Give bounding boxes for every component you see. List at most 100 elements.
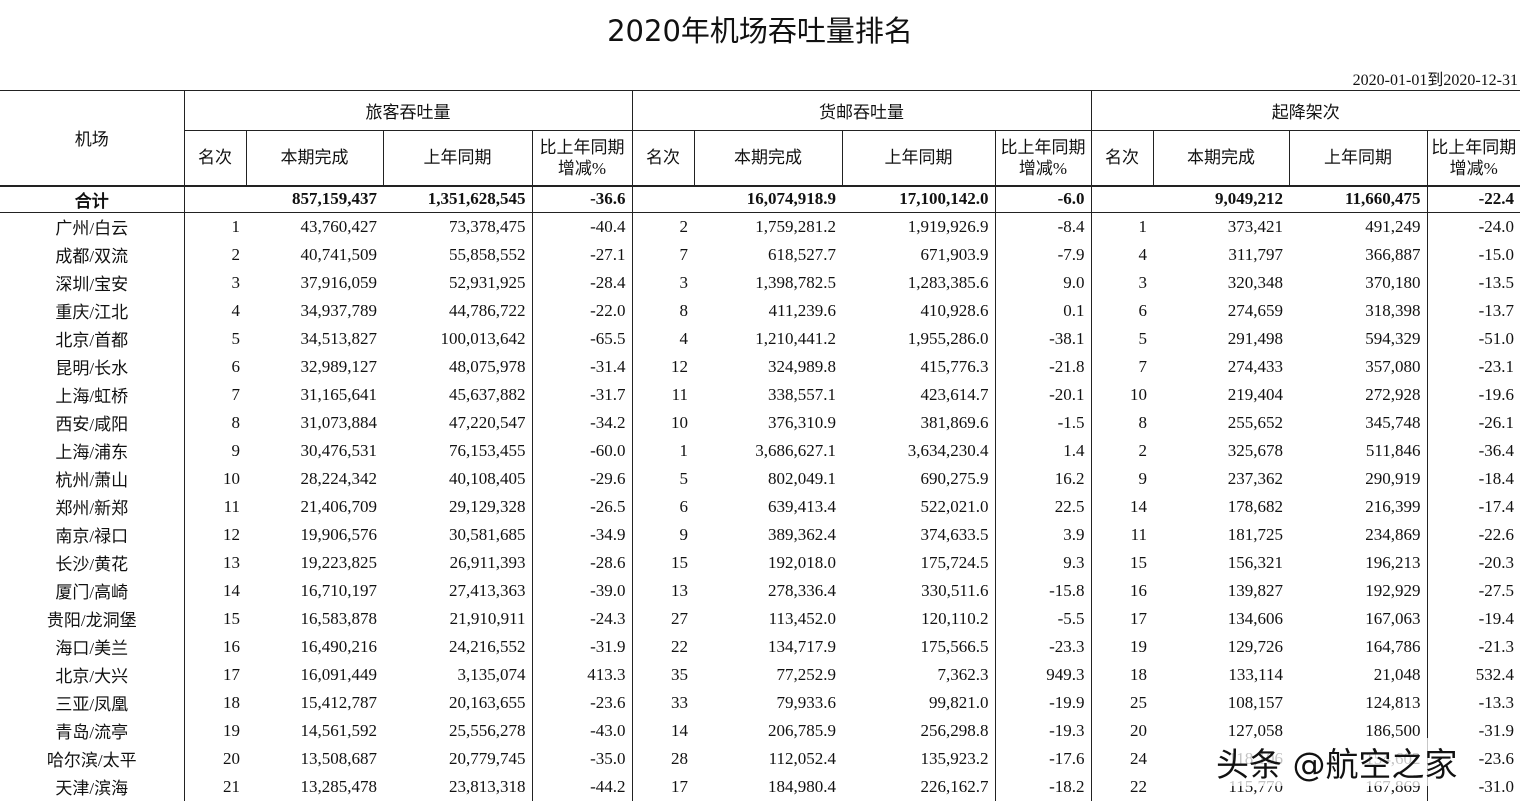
table-row: 西安/咸阳 8 31,073,884 47,220,547 -34.2 10 376,310… (0, 408, 1520, 437)
airport-cell: 西安/咸阳 (55, 415, 129, 434)
value-cell: 31,073,884 (300, 412, 378, 432)
table-row: 北京/首都 5 34,513,827 100,013,642 -65.5 4 1,210,4… (0, 324, 1520, 353)
value-cell: 12 (631, 352, 694, 381)
value-cell: 45,637,882 (449, 384, 526, 404)
airport-cell: 上海/浦东 (55, 443, 129, 462)
value-cell: 181,725 (1227, 524, 1283, 544)
value-cell: 55,858,552 (449, 244, 526, 264)
value-cell: -13.3 (1426, 688, 1520, 717)
value-cell: 73,378,475 (449, 216, 526, 236)
value-cell: -15.0 (1426, 240, 1520, 269)
value-cell: -34.2 (531, 408, 632, 437)
value-cell: 192,929 (1365, 580, 1421, 600)
value-cell: 134,606 (1227, 608, 1283, 628)
value-cell: 255,652 (1227, 412, 1283, 432)
value-cell: -20.1 (994, 380, 1091, 409)
value-cell: 16,074,918.9 (694, 185, 842, 213)
value-cell: 17 (1090, 604, 1153, 633)
table-row: 南京/禄口 12 19,906,576 30,581,685 -34.9 9 389,362… (0, 520, 1520, 549)
value-cell: 206,785.9 (768, 720, 836, 740)
value-cell: 33 (631, 688, 694, 717)
date-range: 2020-01-01到2020-12-31 (1352, 72, 1518, 89)
column-header: 名次 (631, 130, 694, 187)
value-cell: 32,989,127 (300, 356, 378, 376)
value-cell: 16 (1090, 576, 1153, 605)
value-cell: 16.2 (994, 464, 1091, 493)
value-cell: -22.0 (531, 296, 632, 325)
value-cell: 1,210,441.2 (755, 328, 836, 348)
airport-cell: 海口/美兰 (55, 639, 129, 658)
value-cell: 17,100,142.0 (842, 185, 995, 213)
value-cell: 14 (631, 716, 694, 745)
value-cell: 415,776.3 (920, 356, 989, 376)
value-cell: 40,741,509 (300, 244, 378, 264)
table-row: 郑州/新郑 11 21,406,709 29,129,328 -26.5 6 639,413… (0, 492, 1520, 521)
airport-cell: 北京/首都 (55, 331, 129, 350)
value-cell: 522,021.0 (920, 496, 989, 516)
value-cell: 100,013,642 (440, 328, 526, 348)
value-cell: -24.3 (531, 604, 632, 633)
value-cell: -23.1 (1426, 352, 1520, 381)
ranking-table: 机场 旅客吞吐量 货邮吞吐量 起降架次 名次 本期完成 上年同期 比上年同期增减% 名次 本期完成… (0, 90, 1520, 801)
value-cell: 2 (1090, 436, 1153, 465)
airport-cell: 合计 (0, 185, 184, 213)
value-cell: 113,452.0 (768, 608, 836, 628)
table-row: 三亚/凤凰 18 15,412,787 20,163,655 -23.6 33 79,933… (0, 688, 1520, 717)
airport-cell: 广州/白云 (55, 219, 129, 239)
value-cell: 325,678 (1227, 440, 1283, 460)
value-cell: 618,527.7 (768, 244, 836, 264)
value-cell: 35 (631, 660, 694, 689)
value-cell: 24,216,552 (449, 636, 526, 656)
airport-cell: 郑州/新郑 (55, 499, 129, 518)
value-cell: 226,162.7 (920, 776, 989, 796)
value-cell: -1.5 (994, 408, 1091, 437)
value-cell: 423,614.7 (920, 384, 989, 404)
value-cell: 13 (631, 576, 694, 605)
airport-cell: 重庆/江北 (55, 303, 129, 322)
value-cell: 127,058 (1227, 720, 1283, 740)
value-cell: 25,556,278 (449, 720, 526, 740)
value-cell: 389,362.4 (768, 524, 836, 544)
value-cell: 1 (631, 436, 694, 465)
value-cell: -38.1 (994, 324, 1091, 353)
value-cell: 77,252.9 (776, 664, 837, 684)
value-cell: 20 (1090, 716, 1153, 745)
value-cell: 186,500 (1365, 720, 1421, 740)
value-cell: 28 (631, 744, 694, 773)
value-cell: -13.5 (1426, 268, 1520, 297)
value-cell: 164,786 (1365, 636, 1421, 656)
value-cell: 9.3 (994, 548, 1091, 577)
value-cell: 29,129,328 (449, 496, 526, 516)
value-cell: 10 (631, 408, 694, 437)
value-cell: 18 (183, 688, 246, 717)
table-row: 合计 857,159,437 1,351,628,545 -36.6 16,074,91… (0, 185, 1520, 213)
value-cell: 108,157 (1227, 692, 1283, 712)
group-header: 起降架次 (1090, 90, 1520, 131)
value-cell: 184,980.4 (768, 776, 836, 796)
value-cell: 802,049.1 (768, 468, 836, 488)
value-cell: 22 (1090, 772, 1153, 801)
value-cell: 14,561,592 (300, 720, 378, 740)
value-cell: 18 (1090, 660, 1153, 689)
value-cell: 134,717.9 (768, 636, 836, 656)
value-cell: 690,275.9 (920, 468, 989, 488)
value-cell: 13,508,687 (300, 748, 378, 768)
value-cell: 272,928 (1365, 384, 1421, 404)
value-cell: 19,223,825 (300, 552, 378, 572)
value-cell: -24.0 (1426, 212, 1520, 241)
table-row: 重庆/江北 4 34,937,789 44,786,722 -22.0 8 411,239.… (0, 296, 1520, 325)
value-cell: 376,310.9 (768, 412, 836, 432)
value-cell: 1,283,385.6 (907, 272, 989, 292)
value-cell: 11,660,475 (1289, 185, 1427, 213)
value-cell: 3 (1090, 268, 1153, 297)
value-cell: 52,931,925 (449, 272, 526, 292)
column-header: 名次 (183, 130, 246, 187)
value-cell: 374,633.5 (920, 524, 989, 544)
table-row: 昆明/长水 6 32,989,127 48,075,978 -31.4 12 324,989… (0, 352, 1520, 381)
value-cell: 31,165,641 (300, 384, 378, 404)
value-cell: -27.1 (531, 240, 632, 269)
value-cell: 320,348 (1227, 272, 1283, 292)
value-cell: 6 (631, 492, 694, 521)
value-cell: 19 (1090, 632, 1153, 661)
value-cell: 156,321 (1227, 552, 1283, 572)
